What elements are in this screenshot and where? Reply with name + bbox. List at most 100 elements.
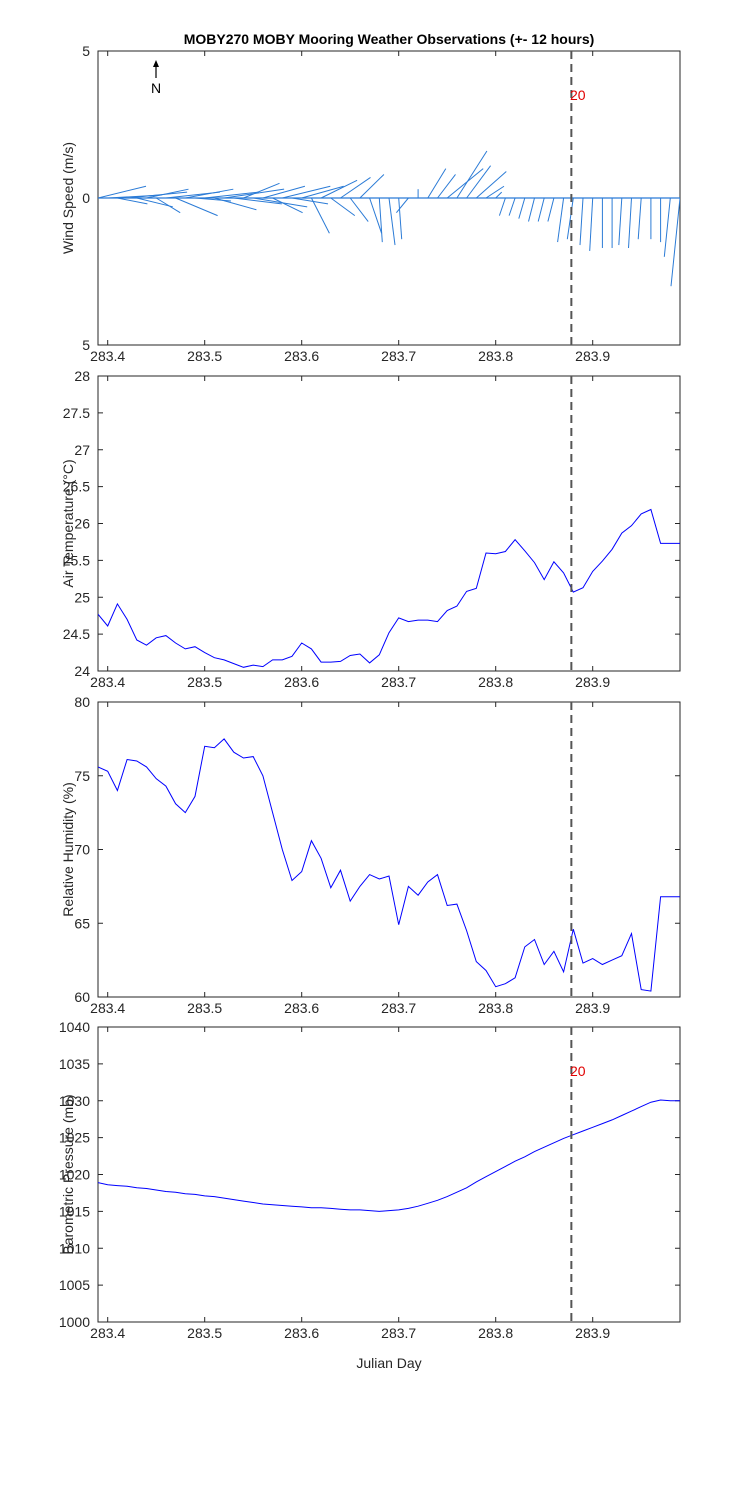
x-tick-label: 283.5 bbox=[187, 674, 222, 690]
x-tick-label: 283.6 bbox=[284, 1000, 319, 1016]
wind-vector bbox=[282, 185, 331, 199]
wind-vector bbox=[663, 197, 671, 257]
panel-wind: 283.4 283.5 283.6 283.7 283.8 283.9 5 0 5 Wind Sp… bbox=[60, 43, 681, 364]
wind-vector bbox=[628, 197, 632, 249]
x-tick-label: 283.5 bbox=[187, 1325, 222, 1341]
figure-title: MOBY270 MOBY Mooring Weather Observation… bbox=[184, 31, 595, 47]
x-tick-label: 283.5 bbox=[187, 1000, 222, 1016]
y-tick-label: 80 bbox=[74, 694, 90, 710]
wind-vector bbox=[330, 197, 356, 217]
y-axis-label-relative-humidity: Relative Humidity (%) bbox=[60, 782, 76, 917]
plot-area-air-temperature bbox=[98, 508, 680, 668]
panel-air-temperature: 283.4 283.5 283.6 283.7 283.8 283.9 24 24.5 25 25… bbox=[60, 368, 681, 690]
x-tick-label: 283.8 bbox=[478, 348, 513, 364]
wind-vector bbox=[136, 197, 173, 208]
y-tick-label: 27 bbox=[74, 442, 90, 458]
y-axis-label-wind: Wind Speed (m/s) bbox=[60, 142, 76, 254]
wind-vector bbox=[253, 197, 308, 208]
marker-label-wind: 20 bbox=[570, 87, 586, 103]
wind-vector bbox=[495, 191, 503, 199]
wind-vector bbox=[437, 174, 456, 199]
x-tick-label: 283.4 bbox=[90, 348, 125, 364]
y-tick-label: 1030 bbox=[59, 1093, 90, 1109]
wind-vector bbox=[508, 197, 516, 216]
wind-vector bbox=[485, 185, 505, 199]
y-tick-label: 25.5 bbox=[63, 552, 90, 568]
north-indicator: N bbox=[151, 60, 161, 96]
wind-vector bbox=[398, 197, 403, 240]
y-tick-label: 27.5 bbox=[63, 405, 90, 421]
y-tick-label: 1015 bbox=[59, 1203, 90, 1219]
plot-area-wind bbox=[98, 150, 680, 287]
y-tick-label: 75 bbox=[74, 768, 90, 784]
wind-vector bbox=[214, 197, 257, 211]
x-tick-label: 283.4 bbox=[90, 1000, 125, 1016]
wind-vector bbox=[388, 197, 396, 246]
y-tick-label: 1005 bbox=[59, 1277, 90, 1293]
wind-vector bbox=[589, 197, 594, 251]
y-axis-label-air-temperature: Air Temperature (°C) bbox=[60, 459, 76, 587]
wind-vector bbox=[378, 197, 383, 243]
panels: 283.4 283.5 283.6 283.7 283.8 283.9 5 0 5 Wind Sp… bbox=[59, 43, 681, 1341]
wind-vector bbox=[369, 197, 383, 234]
wind-vector bbox=[310, 197, 330, 234]
wind-vector bbox=[272, 197, 303, 214]
x-tick-label: 283.6 bbox=[284, 348, 319, 364]
y-tick-label: 60 bbox=[74, 989, 90, 1005]
y-tick-label: 5 bbox=[82, 337, 90, 353]
wind-vector bbox=[146, 188, 189, 199]
x-tick-label: 283.6 bbox=[284, 1325, 319, 1341]
wind-vector bbox=[340, 177, 371, 199]
x-axis-label: Julian Day bbox=[356, 1355, 421, 1371]
wind-vector bbox=[320, 179, 358, 199]
x-tick-label: 283.7 bbox=[381, 348, 416, 364]
x-tick-label: 283.9 bbox=[575, 1325, 610, 1341]
y-tick-label: 0 bbox=[82, 190, 90, 206]
wind-vector bbox=[291, 197, 329, 205]
wind-vector bbox=[349, 197, 369, 222]
plot-area-relative-humidity bbox=[98, 738, 680, 992]
wind-vector bbox=[243, 182, 280, 199]
wind-vector bbox=[579, 197, 584, 246]
wind-vector bbox=[117, 197, 148, 205]
wind-vector bbox=[98, 185, 147, 199]
series-line-barometric-pressure bbox=[98, 1099, 680, 1212]
x-tick-label: 283.5 bbox=[187, 348, 222, 364]
x-tick-label: 283.7 bbox=[381, 1000, 416, 1016]
wind-vector bbox=[456, 150, 488, 199]
wind-vector bbox=[475, 171, 507, 199]
wind-vector bbox=[557, 197, 565, 243]
y-tick-label: 26 bbox=[74, 516, 90, 532]
y-tick-label: 1020 bbox=[59, 1167, 90, 1183]
wind-vector bbox=[127, 191, 188, 199]
north-label: N bbox=[151, 80, 161, 96]
x-tick-label: 283.7 bbox=[381, 1325, 416, 1341]
x-tick-label: 283.6 bbox=[284, 674, 319, 690]
series-line-air-temperature bbox=[98, 508, 680, 668]
x-tick-label: 283.7 bbox=[381, 674, 416, 690]
y-axis-label-barometric-pressure: Barometric Pressure (mb) bbox=[60, 1094, 76, 1254]
wind-vector bbox=[185, 188, 234, 199]
wind-vector bbox=[301, 185, 344, 199]
x-tick-label: 283.9 bbox=[575, 674, 610, 690]
wind-vector bbox=[566, 197, 574, 240]
y-tick-label: 1035 bbox=[59, 1056, 90, 1072]
y-tick-label: 1040 bbox=[59, 1019, 90, 1035]
wind-vector bbox=[262, 185, 306, 199]
y-tick-label: 70 bbox=[74, 842, 90, 858]
y-tick-label: 28 bbox=[74, 368, 90, 384]
y-tick-label: 24.5 bbox=[63, 626, 90, 642]
marker-label-pressure: 20 bbox=[570, 1063, 586, 1079]
panel-relative-humidity: 283.4 283.5 283.6 283.7 283.8 283.9 60 65 70 75 80… bbox=[60, 694, 681, 1016]
wind-vector bbox=[528, 197, 535, 222]
y-tick-label: 1000 bbox=[59, 1314, 90, 1330]
y-tick-label: 24 bbox=[74, 663, 90, 679]
plot-area-barometric-pressure bbox=[98, 1099, 680, 1212]
wind-vector bbox=[547, 197, 555, 222]
panel-barometric-pressure: 283.4 283.5 283.6 283.7 283.8 283.9 1000 1005 10… bbox=[59, 1019, 681, 1341]
y-tick-label: 65 bbox=[74, 915, 90, 931]
x-tick-label: 283.4 bbox=[90, 1325, 125, 1341]
x-tick-label: 283.4 bbox=[90, 674, 125, 690]
